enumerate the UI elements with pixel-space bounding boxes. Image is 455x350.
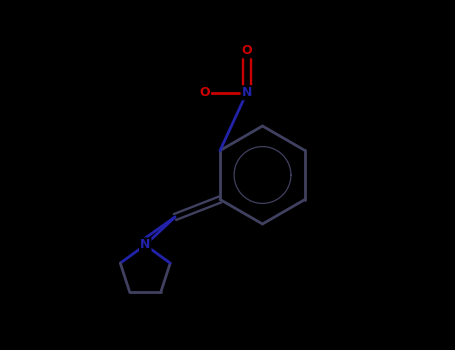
Text: O: O — [242, 44, 252, 57]
Text: N: N — [242, 86, 252, 99]
Text: N: N — [140, 238, 151, 252]
Text: O: O — [199, 86, 210, 99]
